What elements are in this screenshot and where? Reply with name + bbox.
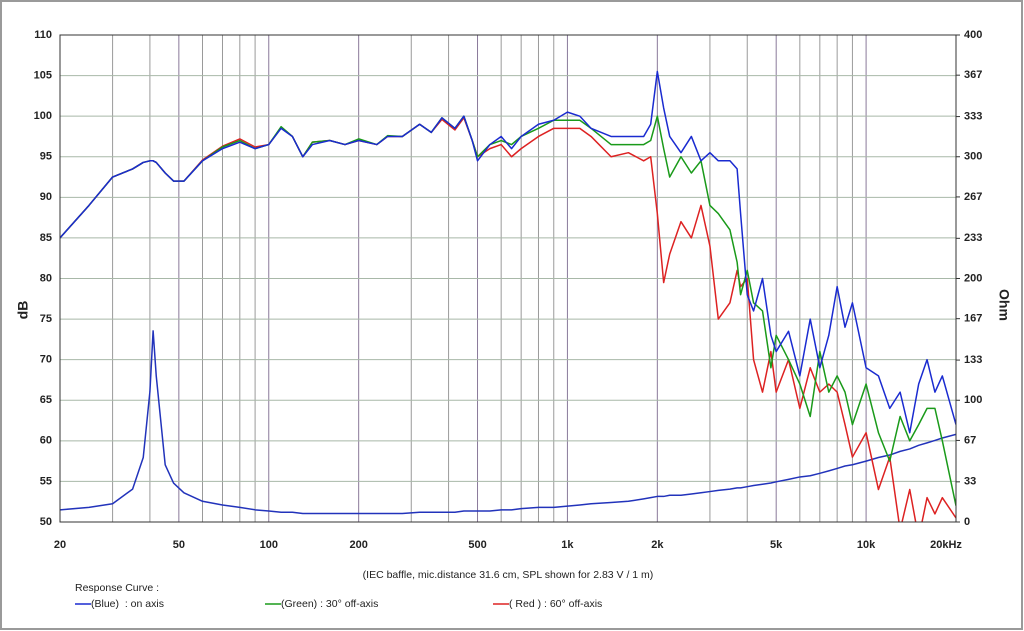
y2-axis-title: Ohm xyxy=(996,289,1012,321)
y-tick-label: 70 xyxy=(40,354,52,366)
y2-tick-label: 0 xyxy=(964,516,970,528)
y2-tick-label: 233 xyxy=(964,232,982,244)
y-tick-label: 75 xyxy=(40,313,52,325)
legend-label: (Blue) : on axis xyxy=(91,598,164,610)
legend-label: (Green) : 30° off-axis xyxy=(281,598,378,610)
y2-tick-label: 133 xyxy=(964,354,982,366)
x-tick-label: 500 xyxy=(468,539,486,551)
y-axis-title: dB xyxy=(15,301,31,320)
y-tick-label: 100 xyxy=(34,110,52,122)
y-tick-label: 55 xyxy=(40,475,52,487)
y2-tick-label: 67 xyxy=(964,434,976,446)
y-tick-label: 50 xyxy=(40,516,52,528)
y2-tick-label: 300 xyxy=(964,151,982,163)
response-line xyxy=(60,115,956,506)
y-tick-label: 90 xyxy=(40,191,52,203)
x-tick-label: 20kHz xyxy=(930,539,962,551)
y-tick-label: 60 xyxy=(40,435,52,447)
y2-tick-label: 200 xyxy=(964,272,982,284)
y2-tick-label: 333 xyxy=(964,110,982,122)
y2-tick-label: 100 xyxy=(964,394,982,406)
y-tick-label: 80 xyxy=(40,272,52,284)
y-tick-label: 85 xyxy=(40,232,52,244)
y2-tick-label: 400 xyxy=(964,29,982,41)
caption: (IEC baffle, mic.distance 31.6 cm, SPL s… xyxy=(363,569,654,581)
y-tick-label: 95 xyxy=(40,151,52,163)
y2-tick-label: 33 xyxy=(964,476,976,488)
legend-title: Response Curve : xyxy=(75,582,159,594)
x-tick-label: 5k xyxy=(770,539,783,551)
y2-tick-label: 267 xyxy=(964,191,982,203)
y2-tick-label: 367 xyxy=(964,69,982,81)
y-tick-label: 65 xyxy=(40,394,52,406)
legend-label: ( Red ) : 60° off-axis xyxy=(509,598,602,610)
x-tick-label: 50 xyxy=(173,539,185,551)
impedance-line xyxy=(60,330,956,515)
x-tick-label: 20 xyxy=(54,539,66,551)
y-tick-label: 105 xyxy=(34,69,52,81)
y2-tick-label: 167 xyxy=(964,313,982,325)
x-tick-label: 200 xyxy=(349,539,367,551)
response-line xyxy=(60,70,956,434)
y-tick-label: 110 xyxy=(34,29,52,41)
x-tick-label: 10k xyxy=(857,539,876,551)
x-tick-label: 1k xyxy=(561,539,574,551)
x-tick-label: 2k xyxy=(651,539,664,551)
curves xyxy=(60,70,956,522)
x-tick-label: 100 xyxy=(260,539,278,551)
